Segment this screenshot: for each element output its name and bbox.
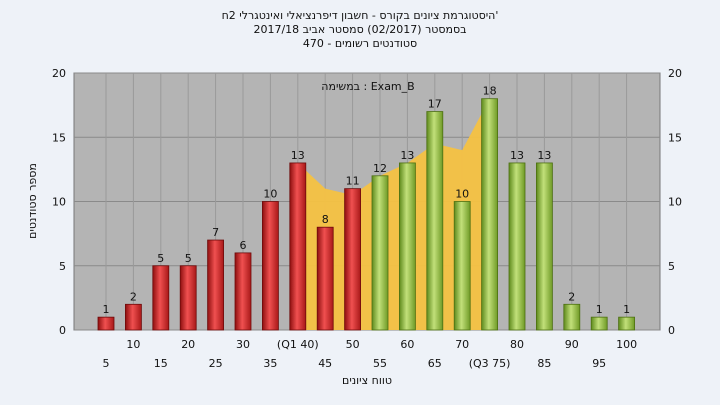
bars bbox=[97, 98, 635, 331]
x-tick-label: 80 bbox=[510, 338, 524, 351]
data-label: 8 bbox=[322, 213, 329, 226]
data-label: 11 bbox=[346, 175, 360, 188]
bar bbox=[97, 316, 115, 331]
data-label: 12 bbox=[373, 162, 387, 175]
bar bbox=[398, 162, 416, 331]
x-tick-label: 60 bbox=[400, 338, 414, 351]
bar bbox=[536, 162, 553, 331]
x-tick-label: 95 bbox=[592, 357, 606, 370]
data-label: 13 bbox=[400, 149, 414, 162]
x-axis: 5 10 15 20 25 30 35(Q1 40) 45 50 55 60 65 70(Q3 75) 8… bbox=[103, 338, 638, 370]
x-tick-label: 50 bbox=[346, 338, 360, 351]
bar bbox=[426, 111, 444, 331]
data-label: 6 bbox=[240, 239, 247, 252]
bar bbox=[563, 303, 581, 331]
bar bbox=[179, 265, 197, 331]
bar bbox=[371, 175, 389, 331]
x-tick-label: 5 bbox=[103, 357, 110, 370]
bar bbox=[453, 201, 471, 331]
data-label: 17 bbox=[428, 98, 442, 111]
data-label: 18 bbox=[483, 85, 497, 98]
data-label: 5 bbox=[185, 252, 192, 265]
data-label: 1 bbox=[623, 303, 630, 316]
y-tick-label-right: 5 bbox=[668, 260, 675, 273]
bar bbox=[207, 239, 225, 331]
x-tick-label: 45 bbox=[318, 357, 332, 370]
data-label: 2 bbox=[130, 290, 137, 303]
bar bbox=[508, 162, 526, 331]
y-axis-right: 0 5 10 15 20 bbox=[668, 67, 682, 337]
bar bbox=[481, 98, 499, 331]
x-tick-label: 30 bbox=[236, 338, 250, 351]
data-label: 13 bbox=[537, 149, 551, 162]
y-tick-label-right: 0 bbox=[668, 324, 675, 337]
chart-title-line-2: בסמסטר (02/2017) סמסטר אביב 2017/18 bbox=[253, 23, 466, 36]
bar bbox=[344, 188, 362, 331]
data-label: 10 bbox=[455, 188, 469, 201]
y-tick-label-right: 20 bbox=[668, 67, 682, 80]
x-tick-label: (Q1 40) bbox=[277, 338, 319, 351]
x-tick-label: 55 bbox=[373, 357, 387, 370]
y-tick-label-left: 0 bbox=[59, 324, 66, 337]
x-tick-label: 35 bbox=[263, 357, 277, 370]
chart-annotation: במשימה : Exam_B bbox=[321, 80, 414, 93]
data-label: 1 bbox=[103, 303, 110, 316]
bar bbox=[125, 303, 142, 331]
y-tick-label-right: 15 bbox=[668, 131, 682, 144]
x-tick-label: 100 bbox=[616, 338, 637, 351]
data-label: 13 bbox=[510, 149, 524, 162]
x-tick-label: 70 bbox=[455, 338, 469, 351]
x-tick-label: 10 bbox=[126, 338, 140, 351]
bar bbox=[289, 162, 307, 331]
y-tick-label-left: 15 bbox=[52, 131, 66, 144]
data-label: 13 bbox=[291, 149, 305, 162]
chart-title-line-3: סטודנטים רשומים - 470 bbox=[303, 37, 417, 50]
x-tick-label: 65 bbox=[428, 357, 442, 370]
x-tick-label: 20 bbox=[181, 338, 195, 351]
bar bbox=[316, 226, 334, 331]
chart-title-line-1: היסטוגרמת ציונים בקורס - חשבון דיפרנציאל… bbox=[222, 9, 499, 22]
x-tick-label: (Q3 75) bbox=[469, 357, 511, 370]
x-tick-label: 85 bbox=[537, 357, 551, 370]
x-axis-title: טווח ציונים bbox=[342, 374, 392, 387]
y-axis-left: 0 5 10 15 20 bbox=[52, 67, 66, 337]
x-tick-label: 25 bbox=[209, 357, 223, 370]
y-tick-label-left: 5 bbox=[59, 260, 66, 273]
data-label: 10 bbox=[263, 188, 277, 201]
x-tick-label: 90 bbox=[565, 338, 579, 351]
bar bbox=[618, 316, 635, 331]
bar bbox=[261, 201, 279, 331]
y-axis-title: מספר סטודנטים bbox=[26, 163, 39, 239]
bar bbox=[234, 252, 252, 331]
x-tick-label: 15 bbox=[154, 357, 168, 370]
y-tick-label-left: 20 bbox=[52, 67, 66, 80]
data-label: 7 bbox=[212, 226, 219, 239]
data-label: 5 bbox=[157, 252, 164, 265]
data-label: 2 bbox=[568, 290, 575, 303]
data-label: 1 bbox=[596, 303, 603, 316]
y-tick-label-right: 10 bbox=[668, 196, 682, 209]
y-tick-label-left: 10 bbox=[52, 196, 66, 209]
bar bbox=[590, 316, 608, 331]
bar bbox=[152, 265, 170, 331]
